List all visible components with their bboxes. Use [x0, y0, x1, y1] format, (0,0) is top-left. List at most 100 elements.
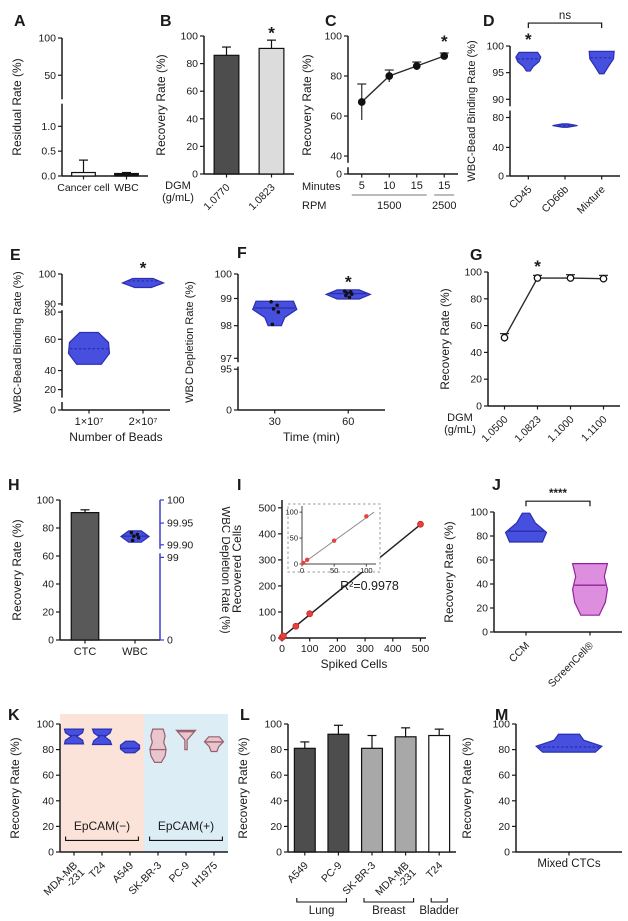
panel-letter: A	[14, 13, 26, 30]
svg-text:97: 97	[220, 353, 232, 365]
x-category-label: Cancer cell	[57, 182, 110, 194]
violin	[588, 50, 615, 75]
violin	[119, 740, 141, 754]
group-label: Breast	[372, 905, 406, 917]
y-axis-label: Recovery Rate (%)	[460, 737, 474, 838]
y-axis-label: WBC-Bead Binding Rate (%)	[12, 271, 24, 412]
x-category-label: WBC	[114, 182, 139, 194]
x-category-label: 1.1000	[545, 414, 576, 445]
significance-star: *	[140, 259, 147, 278]
inset-data-point	[331, 538, 337, 543]
svg-text:100: 100	[38, 269, 56, 281]
panel-K-chart: K 0 20 40 60 80 100 Recovery Rate (%) MDA-MB-231…	[8, 707, 228, 898]
panel-letter: K	[8, 707, 20, 724]
svg-text:40: 40	[498, 795, 510, 807]
svg-text:60: 60	[476, 555, 488, 567]
data-point	[440, 52, 449, 60]
svg-text:80: 80	[42, 523, 54, 535]
svg-text:90: 90	[44, 298, 56, 310]
svg-text:0: 0	[476, 401, 482, 413]
panel-F: F 0 95 97 98 99 100 WBC Depletion Rate (%) 30 60 *…	[180, 238, 395, 468]
svg-text:100: 100	[180, 31, 198, 43]
y-axis-label: Recovery Rate (%)	[10, 519, 24, 620]
y-axis-label: Residual Rate (%)	[10, 58, 24, 155]
svg-text:300: 300	[258, 554, 276, 566]
svg-text:20: 20	[470, 374, 482, 386]
svg-text:0: 0	[294, 560, 298, 569]
significance-star: *	[441, 32, 448, 51]
y-axis-label: Recovery Rate (%)	[236, 737, 250, 838]
panel-letter: J	[492, 477, 501, 494]
x-category-label: 15	[438, 180, 450, 192]
x-category-label: A549	[285, 860, 311, 886]
svg-text:40: 40	[470, 347, 482, 359]
svg-text:100: 100	[214, 269, 232, 281]
panel-letter: H	[8, 477, 20, 494]
violin	[203, 736, 225, 753]
svg-text:60: 60	[42, 551, 54, 563]
svg-text:50: 50	[330, 566, 338, 575]
x-category-label: PC-9	[319, 860, 345, 886]
bar	[360, 747, 384, 853]
x-category-label: WBC	[122, 646, 148, 658]
panel-letter: G	[470, 247, 482, 264]
group-label: Bladder	[419, 905, 459, 917]
panel-K: K 0 20 40 60 80 100 Recovery Rate (%) MDA-MB-231…	[6, 700, 236, 921]
x-tick-label: 0	[279, 643, 285, 655]
x-tick-label: 500	[412, 643, 430, 655]
panel-letter: E	[10, 247, 21, 264]
group-label: EpCAM(+)	[158, 819, 214, 833]
panel-letter: D	[483, 13, 495, 30]
x-tick-label: 400	[384, 643, 402, 655]
x-category-label: CD45	[507, 184, 535, 212]
panel-G: G 0 20 40 60 80 100 Recovery Rate (%) 1.0500 1.08…	[436, 238, 628, 468]
bar	[428, 734, 451, 853]
svg-text:100: 100	[258, 606, 276, 618]
svg-text:40: 40	[186, 113, 198, 125]
svg-text:0.5: 0.5	[41, 146, 56, 158]
violin	[324, 289, 372, 300]
svg-text:80: 80	[470, 293, 482, 305]
x-category-label: 2×10⁷	[129, 416, 158, 428]
svg-text:0: 0	[48, 847, 54, 859]
x-category-label: 10	[383, 180, 395, 192]
violin	[571, 562, 609, 616]
panel-A-chart: A 0.0 0.5 1.0 50 100 Residual Rate (%) Cancer c…	[10, 13, 148, 194]
inset-data-point	[304, 557, 310, 563]
violin	[251, 300, 298, 327]
svg-text:50: 50	[290, 534, 298, 543]
svg-text:0: 0	[482, 627, 488, 639]
y-axis-label: Recovery Rate (%)	[438, 288, 452, 389]
svg-text:1.0: 1.0	[41, 121, 56, 133]
svg-text:0: 0	[167, 635, 173, 647]
data-point	[306, 610, 314, 618]
panel-B: B 0 20 40 60 80 100 Recovery Rate (%) 1.0770 1.08…	[152, 6, 302, 234]
significance-star: *	[268, 24, 275, 43]
svg-text:500: 500	[258, 502, 276, 514]
data-point	[357, 98, 366, 106]
x-category-label: 1.0770	[201, 182, 232, 213]
panel-I: I 0 100 200 300 400 500 Recovered Cells 0 100 200 3…	[228, 470, 438, 700]
svg-text:99: 99	[167, 552, 179, 564]
svg-text:200: 200	[258, 580, 276, 592]
violin	[515, 51, 542, 72]
inset-data-point	[301, 560, 306, 566]
fit-line	[281, 522, 423, 638]
y-axis-label: WBC-Bead Binding Rate (%)	[466, 40, 478, 181]
x-category-label: 1.1100	[579, 414, 610, 445]
svg-text:0: 0	[48, 635, 54, 647]
violin	[120, 277, 166, 289]
svg-text:40: 40	[44, 365, 56, 377]
violin	[149, 728, 167, 764]
panel-letter: M	[495, 707, 508, 724]
violin	[91, 728, 113, 746]
svg-text:20: 20	[42, 607, 54, 619]
x-category-label: 1×10⁷	[75, 416, 104, 428]
r-squared-label: R²=0.9978	[340, 579, 399, 593]
svg-text:0: 0	[336, 169, 342, 181]
svg-text:100: 100	[36, 495, 54, 507]
svg-text:99.90: 99.90	[167, 539, 193, 551]
svg-text:40: 40	[270, 795, 282, 807]
panel-H: H 0 20 40 60 80 100 Recovery Rate (%) CTC WBC 0 99 9…	[8, 470, 230, 700]
x-category-label: CCM	[507, 640, 532, 665]
